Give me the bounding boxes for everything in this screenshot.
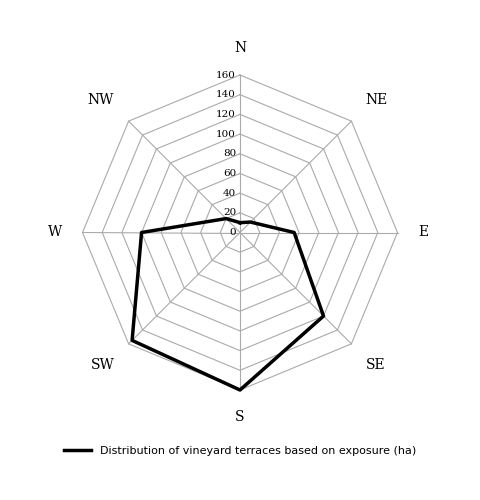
Text: 160: 160 <box>216 70 236 80</box>
Legend: Distribution of vineyard terraces based on exposure (ha): Distribution of vineyard terraces based … <box>59 442 421 461</box>
Text: N: N <box>234 40 246 54</box>
Text: SW: SW <box>90 358 114 372</box>
Text: 0: 0 <box>229 228 236 237</box>
Text: W: W <box>48 226 62 239</box>
Text: 100: 100 <box>216 130 236 138</box>
Text: 40: 40 <box>223 188 236 198</box>
Text: 60: 60 <box>223 169 236 178</box>
Text: 120: 120 <box>216 110 236 119</box>
Text: 140: 140 <box>216 90 236 99</box>
Text: NW: NW <box>88 92 114 106</box>
Text: E: E <box>418 226 428 239</box>
Text: SE: SE <box>366 358 385 372</box>
Text: S: S <box>235 410 245 424</box>
Text: 80: 80 <box>223 149 236 158</box>
Text: NE: NE <box>366 92 388 106</box>
Text: 20: 20 <box>223 208 236 218</box>
